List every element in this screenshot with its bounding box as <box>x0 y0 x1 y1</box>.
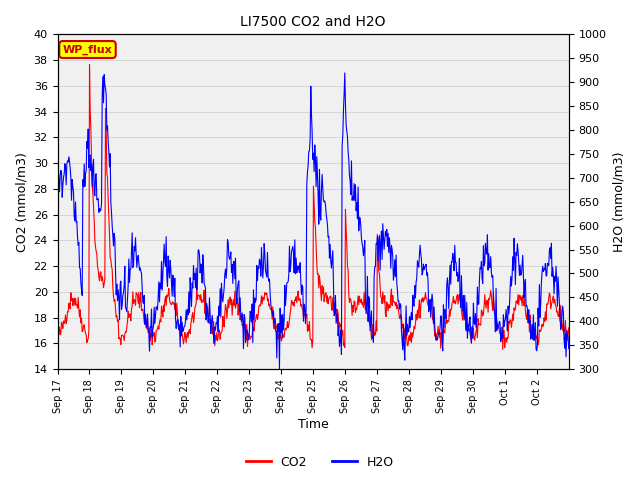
Y-axis label: CO2 (mmol/m3): CO2 (mmol/m3) <box>15 152 28 252</box>
Text: WP_flux: WP_flux <box>63 44 113 55</box>
Legend: CO2, H2O: CO2, H2O <box>241 451 399 474</box>
Y-axis label: H2O (mmol/m3): H2O (mmol/m3) <box>612 152 625 252</box>
X-axis label: Time: Time <box>298 419 328 432</box>
Title: LI7500 CO2 and H2O: LI7500 CO2 and H2O <box>241 15 386 29</box>
